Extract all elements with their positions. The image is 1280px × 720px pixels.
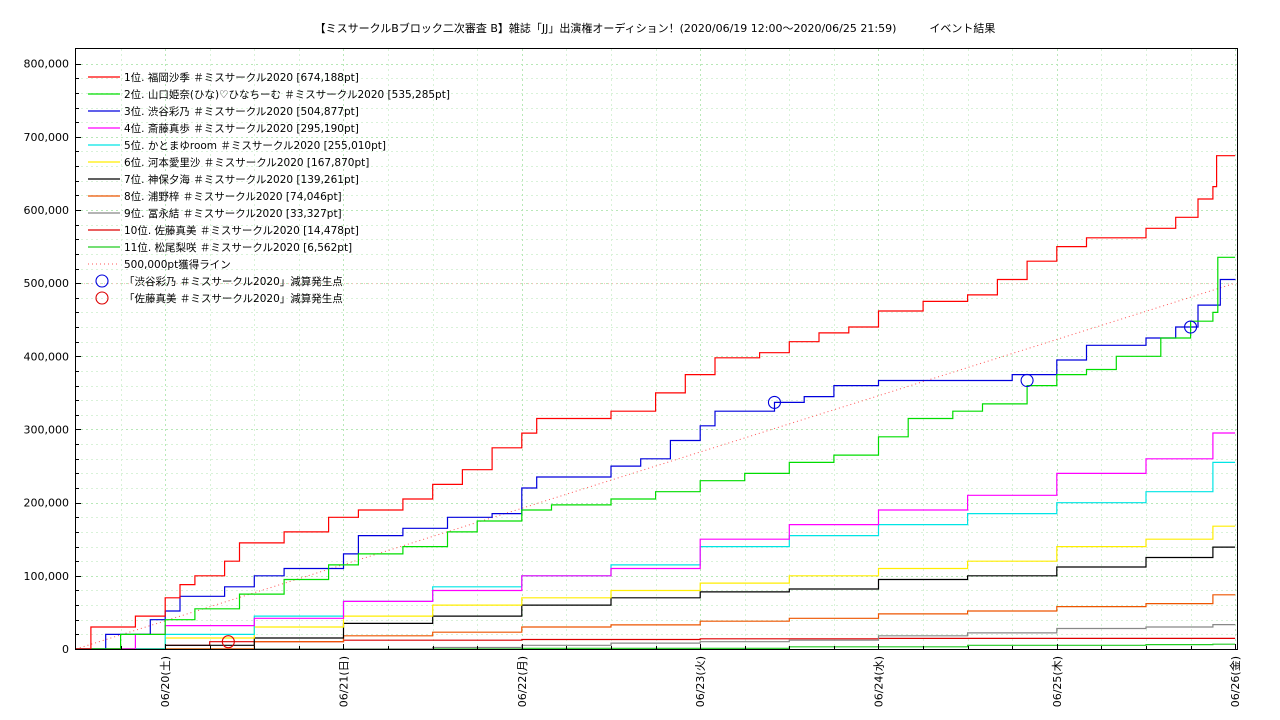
legend: 1位. 福岡沙季 ＃ミスサークル2020 [674,188pt] 2位. 山口姫奈…	[88, 71, 450, 305]
series-line-5	[76, 461, 1236, 650]
x-tick-label: 06/20(土)	[159, 656, 172, 707]
series-line-6	[76, 525, 1236, 650]
x-tick-label: 06/23(火)	[694, 656, 707, 707]
chart-title: 【ミスサークルBブロック二次審査 B】雑誌「JJ」出演権オーディション！(202…	[314, 22, 996, 35]
legend-label: 10位. 佐藤真美 ＃ミスサークル2020 [14,478pt]	[124, 224, 359, 237]
legend-label: 3位. 渋谷彩乃 ＃ミスサークル2020 [504,877pt]	[124, 105, 359, 118]
legend-label: 「渋谷彩乃 ＃ミスサークル2020」減算発生点	[124, 275, 343, 288]
y-tick-label: 300,000	[24, 423, 70, 436]
legend-label: 1位. 福岡沙季 ＃ミスサークル2020 [674,188pt]	[124, 71, 359, 84]
legend-label: 9位. 冨永結 ＃ミスサークル2020 [33,327pt]	[124, 207, 342, 220]
legend-label: 「佐藤真美 ＃ミスサークル2020」減算発生点	[124, 292, 343, 305]
y-tick-label: 600,000	[24, 204, 70, 217]
marker-group	[221, 320, 1198, 649]
y-tick-label: 800,000	[24, 58, 70, 71]
y-tick-label: 700,000	[24, 131, 70, 144]
reference-line-group	[75, 282, 1237, 650]
series-lines	[76, 155, 1236, 650]
axis-labels: 0 100,000 200,000 300,000 400,000 500,000 600,…	[24, 58, 1243, 708]
series-line-1	[76, 155, 1236, 650]
legend-label: 4位. 斎藤真歩 ＃ミスサークル2020 [295,190pt]	[124, 122, 359, 135]
legend-label: 11位. 松尾梨咲 ＃ミスサークル2020 [6,562pt]	[124, 241, 352, 254]
series-line-11	[76, 643, 1236, 650]
series-line-8	[76, 594, 1236, 650]
series-line-9	[76, 624, 1236, 650]
legend-label: 6位. 河本愛里沙 ＃ミスサークル2020 [167,870pt]	[124, 156, 369, 169]
x-tick-label: 06/22(月)	[516, 656, 529, 707]
legend-label: 7位. 神保夕海 ＃ミスサークル2020 [139,261pt]	[124, 173, 359, 186]
series-line-4	[76, 432, 1236, 650]
series-line-2	[76, 256, 1236, 650]
x-tick-label: 06/21(日)	[337, 656, 350, 707]
legend-label: 2位. 山口姫奈(ひな)♡ひなちーむ ＃ミスサークル2020 [535,285p…	[124, 88, 450, 101]
reference-line	[75, 282, 1236, 650]
x-tick-label: 06/25(木)	[1051, 656, 1064, 707]
legend-label: 8位. 浦野梓 ＃ミスサークル2020 [74,046pt]	[124, 190, 342, 203]
y-tick-label: 500,000	[24, 277, 70, 290]
x-tick-label: 06/24(水)	[872, 656, 885, 707]
y-tick-label: 200,000	[24, 497, 70, 510]
marker-point-1	[1184, 320, 1198, 334]
plot-frame	[75, 48, 1238, 650]
legend-label: 5位. かとまゆroom ＃ミスサークル2020 [255,010pt]	[124, 139, 386, 152]
y-tick-label: 400,000	[24, 350, 70, 363]
y-tick-label: 0	[62, 643, 69, 656]
series-line-3	[76, 278, 1236, 650]
legend-label: 500,000pt獲得ライン	[124, 258, 231, 271]
grid-lines	[76, 49, 1237, 649]
series-line-10	[76, 637, 1236, 650]
marker-point-2	[221, 635, 235, 649]
series-line-7	[76, 546, 1236, 650]
x-tick-label: 06/26(金)	[1228, 656, 1242, 707]
marker-point-1	[1020, 373, 1034, 388]
legend-marker	[95, 291, 109, 305]
marker-point-1	[767, 395, 782, 409]
legend-marker	[95, 274, 109, 288]
y-tick-label: 100,000	[24, 570, 70, 583]
